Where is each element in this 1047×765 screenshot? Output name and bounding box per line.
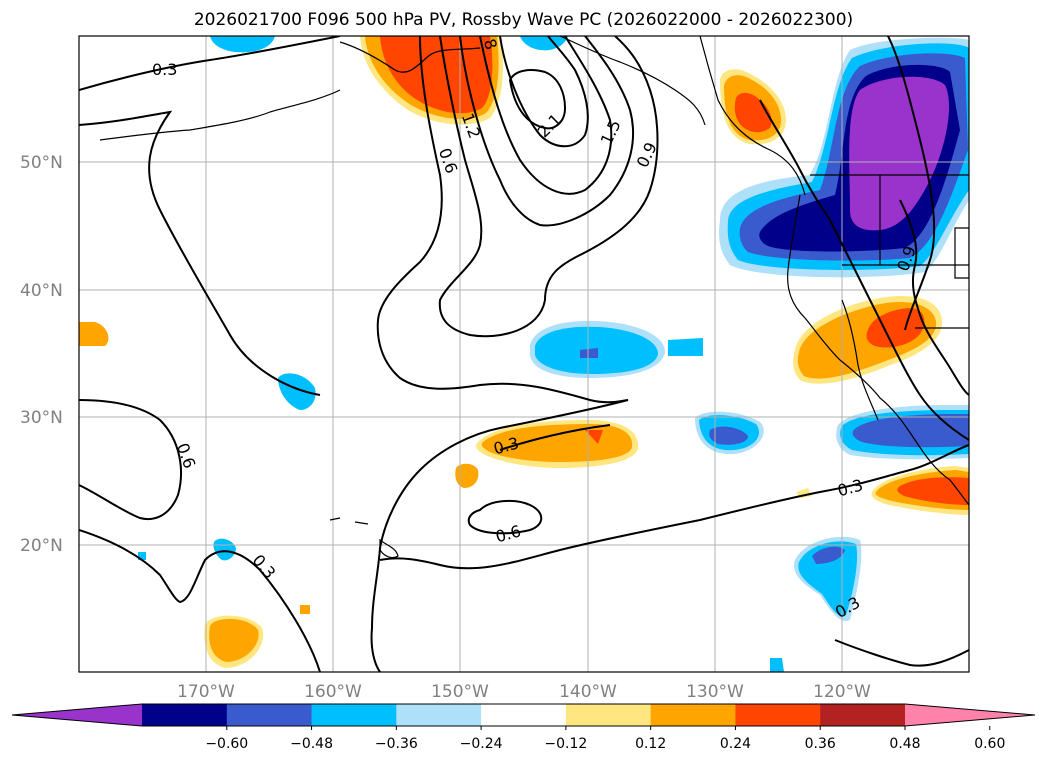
colorbar-tick-label: 0.24	[720, 736, 751, 752]
longitude-labels: 170°W 160°W 150°W 140°W 130°W 120°W	[177, 682, 871, 702]
lat-label-20n: 20°N	[20, 536, 63, 556]
contour-label: 2.1	[534, 110, 565, 141]
lon-label-170w: 170°W	[177, 682, 235, 702]
positive-anomaly-region	[380, 36, 493, 114]
colorbar-extend-low	[12, 704, 142, 726]
colorbar-tick-label: 0.12	[635, 736, 666, 752]
negative-anomaly-region	[812, 546, 845, 564]
colorbar-outline	[11, 703, 1036, 727]
colorbar-segment	[735, 704, 821, 726]
pv-contours	[79, 36, 969, 672]
negative-anomaly-region	[709, 426, 748, 445]
positive-anomaly-region	[897, 477, 969, 505]
colorbar-segment	[396, 704, 482, 726]
latitude-labels: 50°N 40°N 30°N 20°N	[20, 153, 63, 556]
contour-label: 0.3	[249, 551, 280, 583]
contour-label: 1.5	[597, 117, 625, 148]
map-frame	[78, 35, 970, 673]
coastlines	[99, 36, 969, 559]
lon-label-130w: 130°W	[686, 682, 744, 702]
negative-anomaly-region	[278, 373, 316, 410]
contour-label: 0.3	[835, 475, 865, 500]
colorbar-tick-label: −0.48	[290, 736, 333, 752]
colorbar-tick-label: 0.60	[974, 736, 1005, 752]
lat-label-30n: 30°N	[20, 408, 63, 428]
colorbar-segment	[650, 704, 736, 726]
colorbar-tick-label: 0.36	[805, 736, 836, 752]
colorbar: −0.60 −0.48 −0.36 −0.24 −0.12 0.12 0.24 0.36 0.4…	[11, 703, 1036, 752]
colorbar-segment	[565, 704, 652, 726]
colorbar-segment	[226, 704, 313, 726]
negative-anomaly-region	[770, 658, 784, 672]
colorbar-tick-label: −0.36	[375, 736, 418, 752]
lon-label-120w: 120°W	[813, 682, 871, 702]
negative-anomaly-region	[210, 36, 275, 53]
graticule	[79, 36, 969, 672]
contour-label: 0.6	[173, 440, 200, 470]
lon-label-150w: 150°W	[431, 682, 489, 702]
positive-anomaly-region	[455, 463, 479, 488]
negative-anomaly-region	[668, 338, 703, 356]
positive-anomaly-region	[866, 308, 925, 348]
pv-anomaly-fills	[79, 36, 969, 672]
lon-label-160w: 160°W	[304, 682, 362, 702]
positive-anomaly-region	[300, 605, 310, 614]
negative-anomaly-region	[213, 538, 236, 561]
colorbar-tick-label: −0.60	[205, 736, 248, 752]
colorbar-tick-label: −0.12	[544, 736, 587, 752]
colorbar-segment	[481, 704, 567, 726]
contour-label: 0.3	[152, 60, 177, 79]
positive-anomaly-region	[585, 430, 603, 444]
lat-label-40n: 40°N	[20, 281, 63, 301]
negative-anomaly-region	[580, 348, 598, 358]
negative-anomaly-region	[852, 414, 969, 448]
negative-anomaly-region	[520, 36, 568, 51]
positive-anomaly-region	[79, 322, 109, 346]
colorbar-segment	[311, 704, 397, 726]
lat-label-50n: 50°N	[20, 153, 63, 173]
colorbar-tick-label: 0.48	[889, 736, 920, 752]
colorbar-segment	[142, 704, 228, 726]
positive-anomaly-region	[209, 618, 259, 662]
colorbar-extend-high	[905, 704, 1035, 726]
contour-label: 0.6	[493, 521, 523, 546]
colorbar-tick-label: −0.24	[460, 736, 503, 752]
negative-anomaly-region	[849, 76, 950, 231]
map-title: 2026021700 F096 500 hPa PV, Rossby Wave …	[193, 10, 854, 30]
lon-label-140w: 140°W	[559, 682, 617, 702]
colorbar-segment	[820, 704, 906, 726]
